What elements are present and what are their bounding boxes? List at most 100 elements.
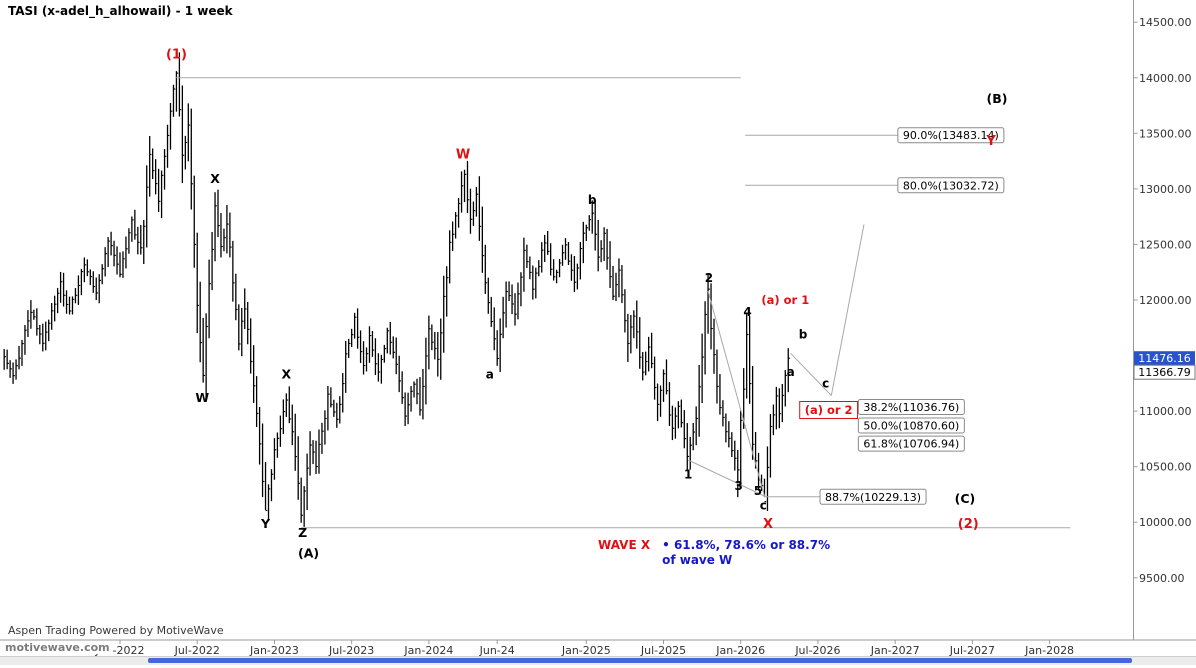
wave-label: b bbox=[799, 327, 808, 341]
wave-label: 3 bbox=[734, 479, 742, 493]
svg-text:4: 4 bbox=[743, 305, 751, 319]
time-tick-label: Jan-2027 bbox=[870, 644, 920, 657]
annotation-lines bbox=[175, 77, 1071, 529]
time-tick-label: Jun-24 bbox=[479, 644, 515, 657]
price-bars bbox=[3, 52, 791, 527]
time-tick-label: Jan-2023 bbox=[249, 644, 299, 657]
wave-label: 1 bbox=[684, 467, 692, 481]
time-tick-label: Jul-2025 bbox=[640, 644, 686, 657]
wave-label: b bbox=[588, 193, 597, 207]
svg-text:88.7%(10229.13): 88.7%(10229.13) bbox=[825, 491, 921, 504]
svg-text:W: W bbox=[456, 147, 470, 162]
svg-text:Y: Y bbox=[260, 516, 271, 531]
svg-text:a: a bbox=[486, 367, 494, 381]
wave-note-line1: • 61.8%, 78.6% or 88.7% bbox=[662, 538, 831, 552]
svg-text:X: X bbox=[281, 366, 291, 381]
wave-label: (a) or 1 bbox=[761, 293, 809, 307]
wave-label: W bbox=[456, 147, 470, 162]
svg-text:Z: Z bbox=[298, 525, 307, 540]
time-tick-label: Jan-2024 bbox=[403, 644, 453, 657]
wave-label: c bbox=[822, 376, 829, 390]
wave-label: 5 bbox=[754, 484, 762, 498]
wave-label: a bbox=[486, 367, 494, 381]
svg-text:Y: Y bbox=[985, 134, 996, 149]
wave-label: c bbox=[760, 499, 767, 513]
svg-text:(C): (C) bbox=[955, 491, 976, 506]
time-tick-label: Jan-2028 bbox=[1024, 644, 1074, 657]
wave-label: X bbox=[210, 171, 220, 186]
svg-text:11366.79: 11366.79 bbox=[1138, 366, 1191, 379]
wave-label: (C) bbox=[955, 491, 976, 506]
wave-label: X bbox=[281, 366, 291, 381]
svg-text:W: W bbox=[195, 390, 209, 405]
price-tick-label: 9500.00 bbox=[1139, 572, 1185, 585]
wave-label: 2 bbox=[705, 271, 713, 285]
wave-label: 4 bbox=[743, 305, 751, 319]
price-tick-label: 14000.00 bbox=[1139, 72, 1192, 85]
svg-text:38.2%(11036.76): 38.2%(11036.76) bbox=[863, 401, 959, 414]
svg-text:2: 2 bbox=[705, 271, 713, 285]
price-tick-label: 12500.00 bbox=[1139, 238, 1192, 251]
time-tick-label: Jul-2027 bbox=[949, 644, 995, 657]
price-tick-label: 11000.00 bbox=[1139, 405, 1192, 418]
price-tick-label: 10500.00 bbox=[1139, 461, 1192, 474]
time-tick-label: Jul-2023 bbox=[328, 644, 374, 657]
chart-title: TASI (x-adel_h_alhowail) - 1 week bbox=[8, 4, 233, 18]
fib-levels: 90.0%(13483.14) 80.0%(13032.72) 38.2%(1103… bbox=[745, 127, 1005, 505]
wave-label: (B) bbox=[987, 91, 1008, 106]
price-tick-label: 13000.00 bbox=[1139, 183, 1192, 196]
price-tick-label: 10000.00 bbox=[1139, 516, 1192, 529]
motivewave-watermark: motivewave.com bbox=[2, 641, 113, 654]
wave-label: (2) bbox=[958, 517, 979, 532]
svg-text:a: a bbox=[787, 365, 795, 379]
wave-label: Z bbox=[298, 525, 307, 540]
wave-label: W bbox=[195, 390, 209, 405]
svg-text:(1): (1) bbox=[166, 47, 187, 62]
svg-text:c: c bbox=[760, 499, 767, 513]
svg-text:b: b bbox=[799, 327, 808, 341]
svg-text:3: 3 bbox=[734, 479, 742, 493]
svg-text:c: c bbox=[822, 376, 829, 390]
time-tick-label: Jan-2025 bbox=[561, 644, 611, 657]
time-tick-label: Jul-2022 bbox=[174, 644, 220, 657]
time-axis[interactable]: Jan-2022 Jul-2022 Jan-2023 Jul-2023 Jan-2024… bbox=[0, 639, 1196, 657]
price-axis[interactable]: 14500.00 14000.00 13500.00 13000.00 12500.00… bbox=[1133, 0, 1192, 640]
scrollbar-thumb[interactable] bbox=[148, 658, 1132, 663]
wave-label: (A) bbox=[298, 545, 319, 560]
svg-text:5: 5 bbox=[754, 484, 762, 498]
svg-text:1: 1 bbox=[684, 467, 692, 481]
fib-level-label: 90.0%(13483.14) bbox=[897, 127, 1005, 144]
wave-note: WAVE X • 61.8%, 78.6% or 88.7% of wave W bbox=[598, 538, 830, 568]
last-price-badge: 11476.16 bbox=[1134, 351, 1195, 366]
time-scrollbar[interactable] bbox=[0, 656, 1196, 665]
wave-label: a bbox=[787, 365, 795, 379]
fib-level-label: 50.0%(10870.60) bbox=[857, 417, 965, 434]
price-tick-label: 12000.00 bbox=[1139, 294, 1192, 307]
wave-label: Y bbox=[260, 516, 271, 531]
svg-text:61.8%(10706.94): 61.8%(10706.94) bbox=[863, 438, 959, 451]
fib-level-label: 80.0%(13032.72) bbox=[897, 177, 1005, 194]
svg-text:(2): (2) bbox=[958, 517, 979, 532]
time-tick-label: Jul-2026 bbox=[794, 644, 840, 657]
wave-label: X bbox=[763, 517, 773, 532]
svg-text:X: X bbox=[763, 517, 773, 532]
wave-note-line2: of wave W bbox=[662, 553, 733, 567]
wave-x-note-label: WAVE X bbox=[598, 538, 651, 552]
fib-level-label: 38.2%(11036.76) bbox=[857, 399, 965, 416]
wave-note-body: • 61.8%, 78.6% or 88.7% of wave W bbox=[662, 538, 830, 568]
svg-text:90.0%(13483.14): 90.0%(13483.14) bbox=[903, 129, 999, 142]
svg-text:(a) or 2: (a) or 2 bbox=[805, 403, 853, 417]
svg-text:11476.16: 11476.16 bbox=[1138, 352, 1191, 365]
svg-text:b: b bbox=[588, 193, 597, 207]
wave-label: (a) or 2 bbox=[799, 401, 859, 419]
svg-text:X: X bbox=[210, 171, 220, 186]
wave-label: Y bbox=[985, 134, 996, 149]
svg-text:50.0%(10870.60): 50.0%(10870.60) bbox=[863, 419, 959, 432]
wave-label: (1) bbox=[166, 47, 187, 62]
svg-text:(B): (B) bbox=[987, 91, 1008, 106]
fib-level-label: 61.8%(10706.94) bbox=[857, 435, 965, 452]
